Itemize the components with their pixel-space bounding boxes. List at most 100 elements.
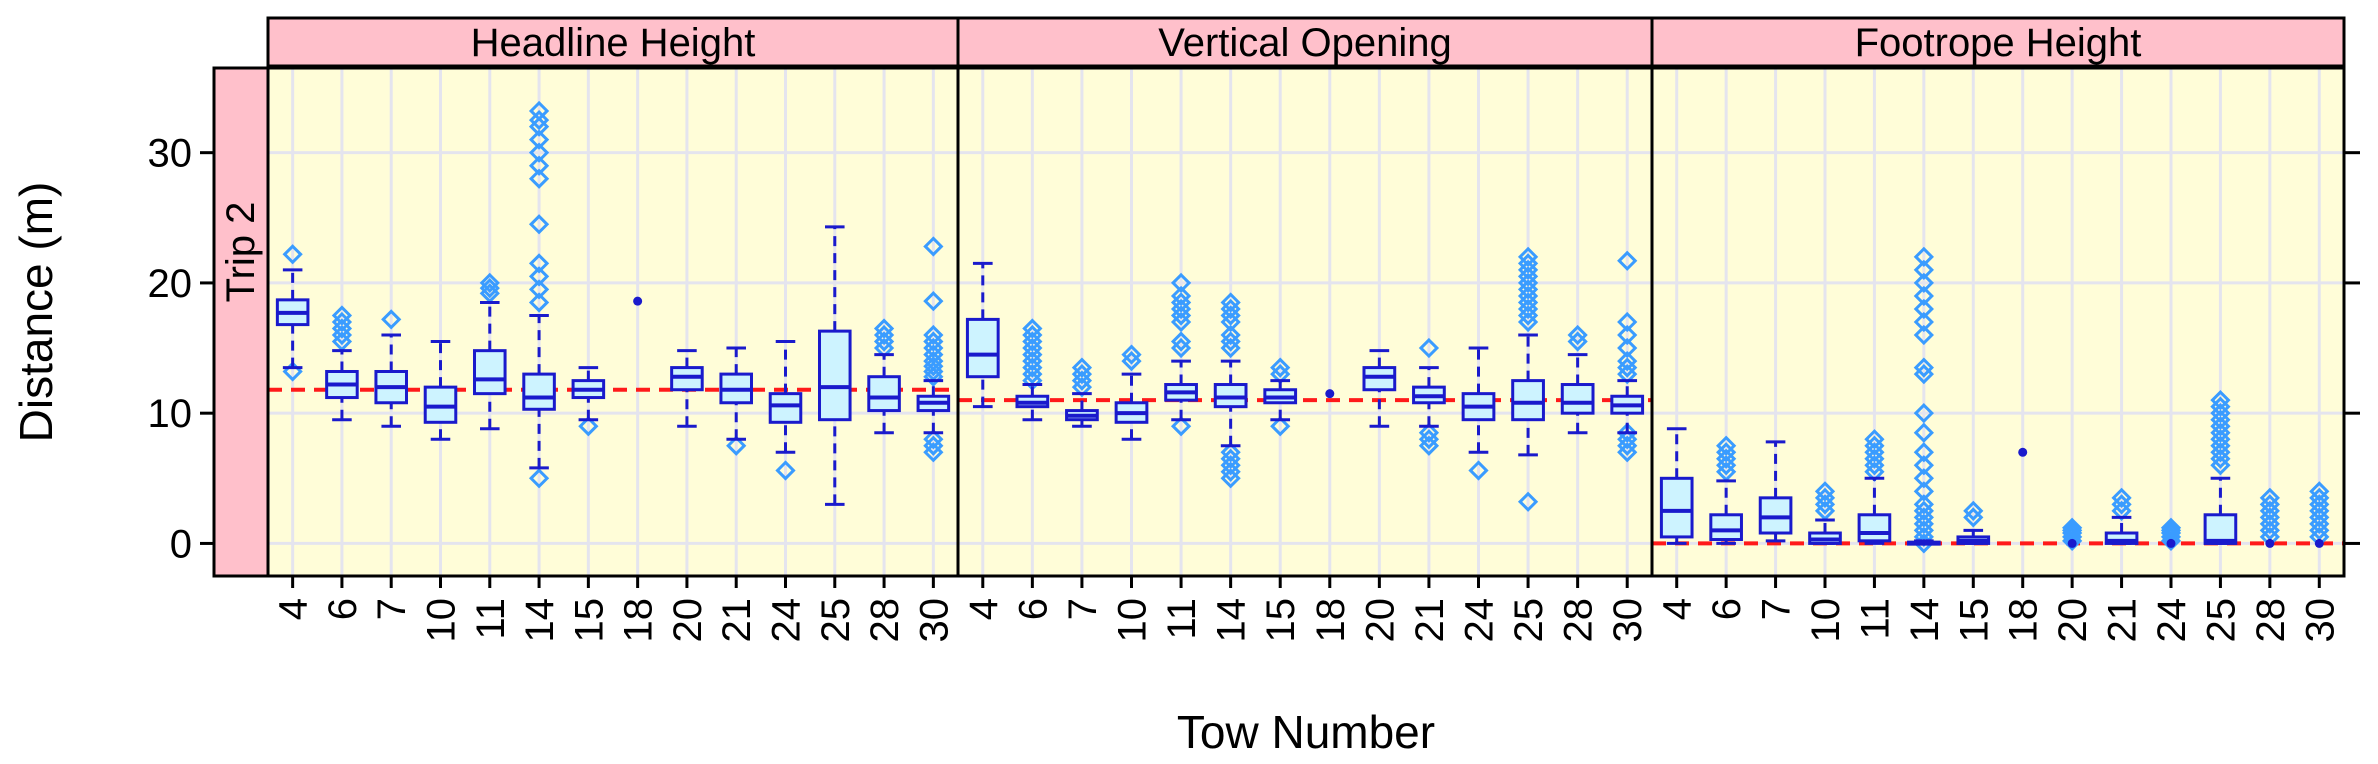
box-iqr	[867, 375, 901, 413]
outlier-point	[1963, 500, 1984, 521]
x-tick-label: 28	[863, 598, 907, 643]
panel-strip-label: Vertical Opening	[1158, 21, 1452, 65]
box-tow-25	[1511, 246, 1545, 512]
panel-background	[958, 68, 1652, 576]
outlier-point	[1864, 429, 1885, 450]
outlier-point	[381, 309, 402, 330]
box-tow-18	[2018, 447, 2028, 457]
x-tick-label: 11	[1160, 598, 1204, 640]
outlier-point	[1418, 422, 1440, 443]
y-axis: 0 10 20 30	[148, 132, 2360, 566]
outlier-point	[528, 142, 550, 163]
outlier-point	[1270, 416, 1291, 437]
panels: Headline Height Vertical Opening Footrope …	[266, 16, 2346, 578]
outlier-point	[1617, 250, 1638, 271]
outlier-point	[479, 272, 500, 294]
box-tow-14	[522, 100, 556, 489]
x-tick-label: 10	[1111, 598, 1155, 643]
box-tow-20	[1362, 349, 1397, 428]
x-tick-label: 24	[1458, 598, 1502, 643]
box-iqr	[818, 329, 852, 422]
outlier-point	[1468, 460, 1489, 481]
box-tow-11	[1857, 429, 1892, 545]
box-tow-15	[1956, 500, 1991, 545]
outlier-point	[2160, 517, 2182, 538]
x-tick-label: 30	[1606, 598, 1650, 643]
outlier-point	[1617, 311, 1638, 333]
x-tick-label: 7	[1755, 598, 1799, 620]
x-tick-label: 20	[666, 598, 710, 643]
box-tow-25	[818, 225, 852, 506]
panel-background	[268, 68, 958, 576]
x-tick-label: 14	[1903, 598, 1947, 643]
box-tow-6	[1709, 435, 1743, 545]
outlier-point	[1716, 435, 1737, 456]
outlier-point	[528, 292, 550, 313]
x-tick-label: 21	[1408, 598, 1452, 643]
x-tick-label: 28	[1557, 598, 1601, 643]
box-tow-10	[1808, 481, 1842, 545]
box-tow-4	[275, 244, 310, 382]
outlier-point	[1617, 422, 1638, 443]
outlier-point	[282, 244, 303, 265]
outlier-point	[1517, 246, 1539, 267]
x-tick-label: 10	[1804, 598, 1848, 643]
outlier-point	[1220, 292, 1241, 313]
outlier-point	[1913, 494, 1934, 515]
single-point	[633, 296, 643, 306]
outlier-point	[1121, 344, 1142, 365]
box-tow-10	[423, 340, 458, 441]
outlier-point	[1517, 491, 1539, 512]
x-tick-label: 11	[469, 598, 513, 640]
outlier-point	[1170, 331, 1192, 352]
x-tick-label: 4	[1656, 598, 1700, 620]
x-axis: 4 6 7 10 11 14 15 18 20 21 24 25 28 30 4 6 7 10 11 14 15 18 20…	[272, 576, 2342, 643]
outlier-point	[1418, 337, 1440, 359]
box-tow-21	[1412, 337, 1446, 456]
box-tow-10	[1114, 344, 1149, 441]
outlier-point	[1913, 481, 1934, 502]
x-tick-label: 21	[715, 598, 759, 643]
box-tow-6	[325, 305, 359, 422]
outlier-point	[1617, 350, 1638, 372]
y-axis-title: Distance (m)	[10, 182, 62, 443]
outlier-point	[528, 109, 550, 131]
row-strip-label: Trip 2	[219, 202, 263, 303]
outlier-point	[2111, 487, 2132, 508]
outlier-point	[1913, 455, 1934, 476]
single-point	[2166, 538, 2176, 548]
outlier-point	[726, 435, 747, 456]
outlier-point	[923, 429, 944, 450]
box-tow-6	[1015, 318, 1050, 422]
outlier-point	[1913, 468, 1934, 489]
single-point	[2018, 447, 2028, 457]
x-tick-label: 30	[912, 598, 956, 643]
x-tick-label: 15	[1259, 598, 1303, 643]
x-tick-label: 14	[1210, 598, 1254, 643]
box-iqr	[2203, 513, 2238, 545]
box-tow-28	[867, 318, 901, 435]
box-tow-20	[2062, 517, 2083, 551]
x-tick-label: 14	[518, 598, 562, 643]
single-point	[2314, 538, 2324, 548]
outlier-point	[528, 214, 550, 235]
x-tick-label: 15	[567, 598, 611, 643]
box-iqr	[768, 392, 803, 424]
x-tick-label: 20	[2051, 598, 2095, 643]
row-strip-background	[212, 66, 270, 578]
panel-background	[1652, 68, 2344, 576]
outlier-point	[528, 266, 550, 287]
box-tow-7	[1758, 440, 1793, 543]
x-tick-label: 28	[2249, 598, 2293, 643]
x-tick-label: 18	[2002, 598, 2046, 643]
panel-vertical-opening: Vertical Opening	[956, 16, 1654, 578]
outlier-point	[1617, 337, 1638, 359]
outlier-point	[2160, 520, 2182, 541]
box-tow-18	[1325, 389, 1335, 399]
x-tick-label: 4	[272, 598, 316, 620]
x-tick-label: 6	[1011, 598, 1055, 620]
x-tick-label: 30	[2298, 598, 2342, 643]
outlier-point	[1220, 324, 1241, 346]
box-tow-15	[571, 366, 606, 437]
box-tow-4	[1659, 427, 1694, 545]
